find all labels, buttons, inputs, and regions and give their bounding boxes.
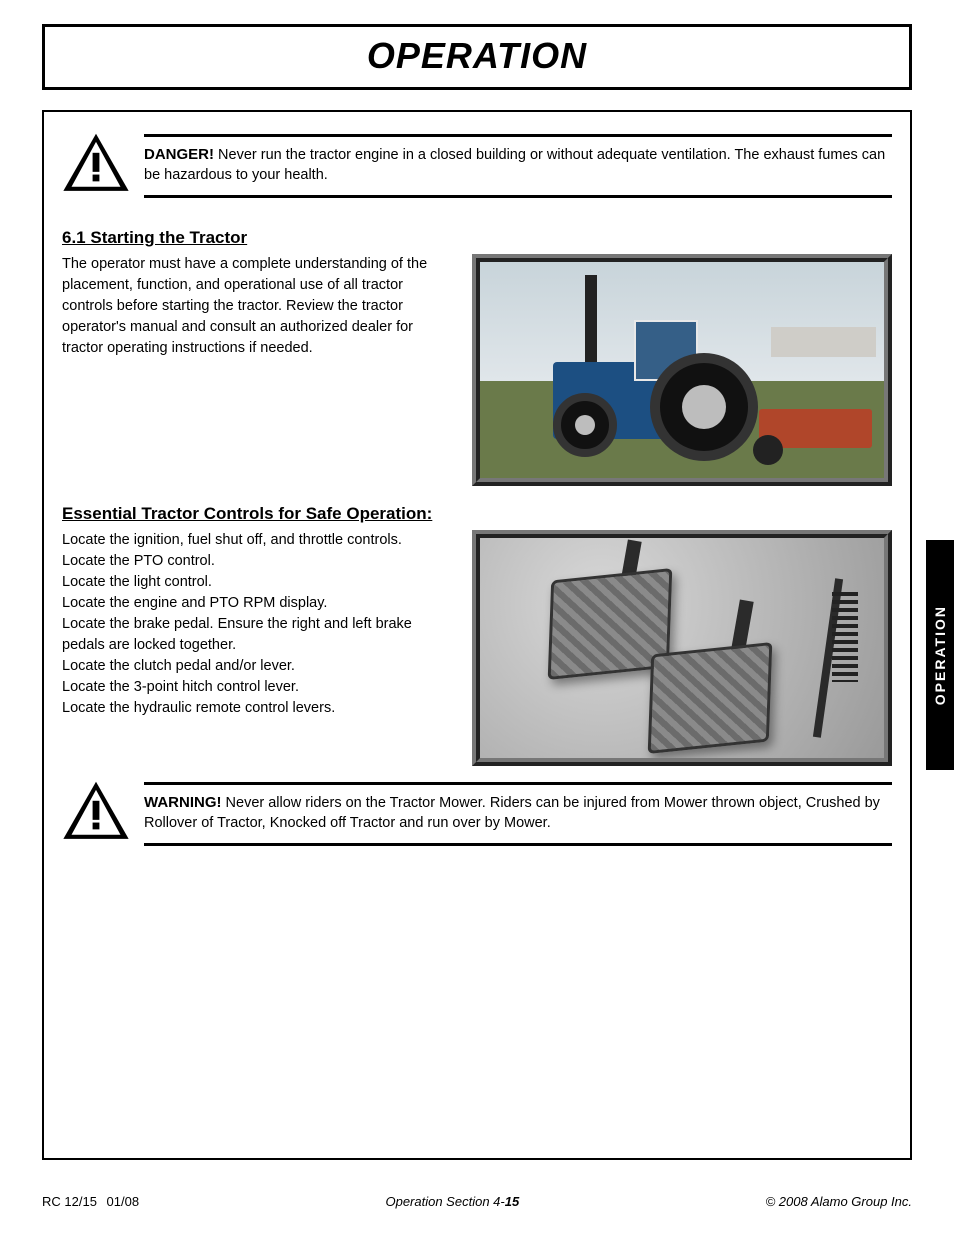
footer-left: RC 12/15 01/08 — [42, 1194, 139, 1209]
riders-warning-lead: WARNING! — [144, 794, 222, 811]
list-item: Locate the light control. — [62, 572, 450, 593]
list-item: Locate the clutch pedal and/or lever. — [62, 656, 450, 677]
list-item: Locate the brake pedal. Ensure the right… — [62, 614, 450, 656]
list-item: Locate the engine and PTO RPM display. — [62, 593, 450, 614]
warning-triangle-icon — [62, 780, 130, 842]
list-item: Locate the hydraulic remote control leve… — [62, 698, 450, 719]
danger-message: Never run the tractor engine in a closed… — [144, 147, 885, 183]
tractor-photo — [472, 254, 892, 486]
section-starting-row: The operator must have a complete unders… — [62, 254, 892, 486]
danger-text: DANGER! Never run the tractor engine in … — [144, 134, 892, 198]
page-footer: RC 12/15 01/08 Operation Section 4-15 © … — [42, 1194, 912, 1209]
section-heading-controls: Essential Tractor Controls for Safe Oper… — [62, 504, 892, 524]
section-heading-starting: 6.1 Starting the Tractor — [62, 228, 892, 248]
footer-date: 01/08 — [107, 1194, 140, 1209]
content-frame: DANGER! Never run the tractor engine in … — [42, 110, 912, 1160]
danger-lead: DANGER! — [144, 146, 214, 163]
pedals-photo — [472, 530, 892, 766]
footer-center: Operation Section 4-15 — [139, 1194, 766, 1209]
riders-warning-text: WARNING! Never allow riders on the Tract… — [144, 782, 892, 846]
page: OPERATION DANGER! Never run the tractor … — [0, 0, 954, 1235]
warning-triangle-icon — [62, 132, 130, 194]
footer-model: RC 12/15 — [42, 1194, 97, 1209]
footer-section-label: Operation Section 4- — [385, 1194, 504, 1209]
riders-warning-block: WARNING! Never allow riders on the Tract… — [62, 780, 892, 846]
list-item: Locate the ignition, fuel shut off, and … — [62, 530, 450, 551]
controls-list: Locate the ignition, fuel shut off, and … — [62, 530, 450, 719]
danger-warning-block: DANGER! Never run the tractor engine in … — [62, 132, 892, 198]
side-tab-label: OPERATION — [932, 605, 948, 705]
list-item: Locate the 3-point hitch control lever. — [62, 677, 450, 698]
riders-warning-message: Never allow riders on the Tractor Mower.… — [144, 795, 880, 831]
side-tab: OPERATION — [926, 540, 954, 770]
page-title: OPERATION — [61, 35, 893, 77]
danger-body: DANGER! Never run the tractor engine in … — [144, 145, 892, 185]
riders-warning-body: WARNING! Never allow riders on the Tract… — [144, 793, 892, 833]
pedals-photo-column — [472, 530, 892, 766]
page-number: 15 — [505, 1194, 519, 1209]
tractor-photo-column — [472, 254, 892, 486]
section-starting-text: The operator must have a complete unders… — [62, 254, 450, 359]
section-controls-row: Locate the ignition, fuel shut off, and … — [62, 530, 892, 766]
list-item: Locate the PTO control. — [62, 551, 450, 572]
page-header: OPERATION — [42, 24, 912, 90]
footer-copyright: © 2008 Alamo Group Inc. — [766, 1194, 912, 1209]
